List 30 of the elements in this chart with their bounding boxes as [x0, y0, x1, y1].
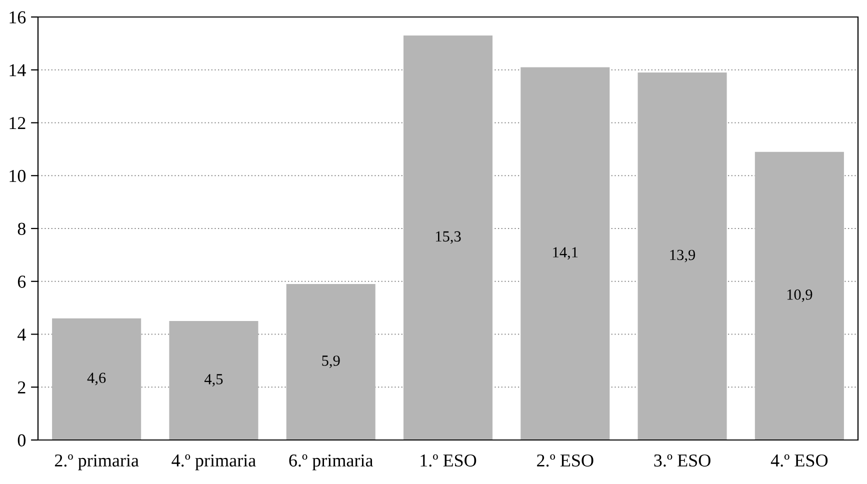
- data-label: 13,9: [670, 250, 696, 262]
- y-tick-label: 4: [18, 328, 26, 341]
- data-label: 15,3: [436, 231, 461, 244]
- x-tick-label: 3.º ESO: [654, 454, 710, 467]
- data-label: 5,9: [322, 356, 340, 368]
- data-label: 14,1: [553, 247, 578, 260]
- bar: [286, 284, 376, 440]
- x-tick-label: 2.º ESO: [537, 454, 594, 467]
- y-tick-label: 6: [18, 276, 26, 288]
- x-tick-label: 4.º ESO: [770, 454, 828, 467]
- x-tick-label: 6.º primaria: [289, 454, 374, 470]
- y-tick-label: 0: [18, 434, 26, 446]
- data-label: 4,5: [204, 374, 223, 387]
- bar: [520, 67, 610, 440]
- y-tick-label: 8: [18, 222, 26, 235]
- y-tick-label: 10: [10, 170, 26, 182]
- x-tick-label: 4.º primaria: [172, 454, 256, 470]
- y-tick-label: 12: [10, 117, 26, 130]
- bar: [754, 152, 844, 440]
- y-tick-label: 2: [18, 381, 26, 394]
- x-tick-label: 2.º primaria: [54, 454, 139, 470]
- bar: [52, 318, 142, 440]
- y-tick-label: 16: [10, 11, 26, 24]
- bar: [638, 72, 727, 440]
- data-label: 10,9: [787, 289, 812, 302]
- x-tick-label: 1.º ESO: [420, 454, 476, 467]
- bar: [169, 321, 258, 440]
- bar: [403, 36, 493, 440]
- data-label: 4,6: [87, 372, 106, 386]
- y-tick-label: 14: [10, 64, 26, 76]
